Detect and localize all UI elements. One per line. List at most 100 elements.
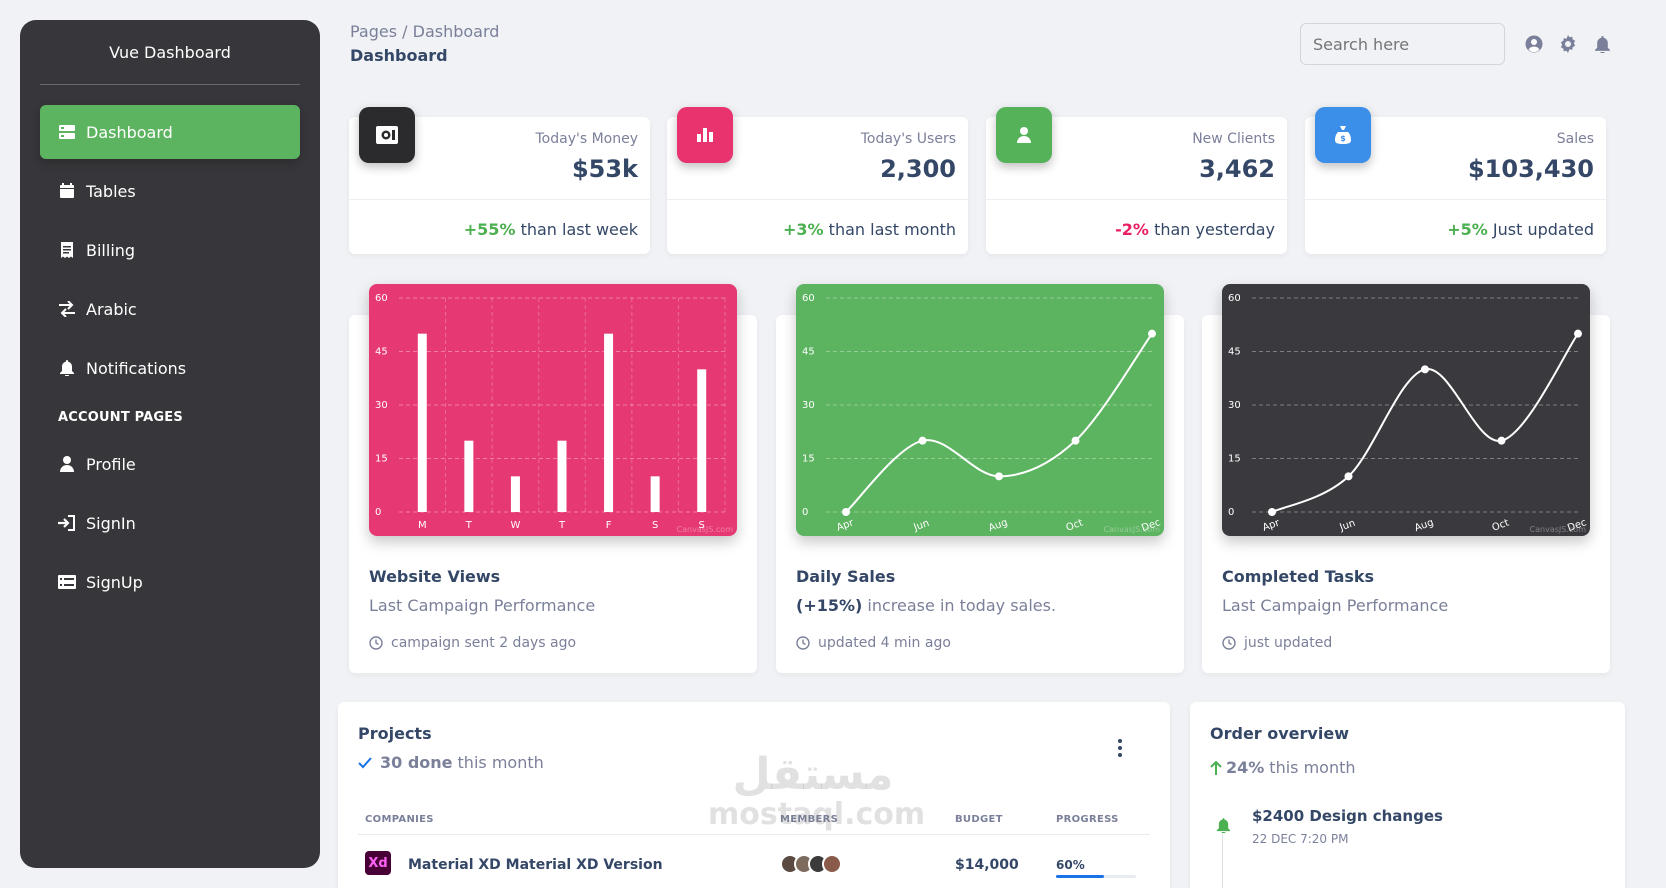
order-overview-subtitle: 24% this month (1210, 758, 1356, 777)
sidebar-item-label: Dashboard (86, 122, 173, 142)
notifications-bell-icon[interactable] (1592, 34, 1612, 54)
chart-footer-text: just updated (1244, 635, 1333, 651)
y-tick-label: 30 (802, 400, 815, 411)
x-tick-label: T (558, 520, 566, 531)
person-icon (1017, 127, 1031, 143)
sidebar: Vue Dashboard Dashboard Tables Billing A… (20, 20, 320, 868)
stat-value: $103,430 (1467, 155, 1594, 183)
bar (650, 476, 660, 512)
sidebar-item-label: Arabic (86, 299, 137, 319)
chart-subtitle-highlight: (+15%) (796, 596, 863, 615)
column-header: PROGRESS (1056, 814, 1119, 825)
chart-watermark: CanvasJS.com (1530, 525, 1587, 534)
chart-subtitle-text: Last Campaign Performance (369, 596, 596, 615)
completed-tasks-chart: 0 15 30 45 60 Apr Jun Aug Oct Dec CanvasJS.com (1222, 284, 1590, 536)
projects-card: Projects 30 done this month COMPANIES ME… (338, 702, 1170, 888)
stat-card-clients: New Clients 3,462 -2% than yesterday (986, 107, 1287, 254)
assignment-icon (58, 573, 76, 591)
stat-value: 3,462 (1199, 155, 1275, 183)
chart-subtitle-text: Last Campaign Performance (1222, 596, 1449, 615)
website-views-chart: 0 15 30 45 60 M T W T F S S CanvasJS.com (369, 284, 737, 536)
stat-change: +5% (1447, 220, 1488, 239)
stat-value: 2,300 (880, 155, 956, 183)
chart-background (369, 284, 737, 536)
stat-icon-box (677, 107, 733, 163)
chart-background (1222, 284, 1590, 536)
svg-text:$: $ (1340, 134, 1346, 143)
stat-note: than last week (520, 220, 638, 239)
sidebar-item-dashboard[interactable]: Dashboard (40, 105, 300, 159)
sidebar-item-profile[interactable]: Profile (40, 437, 300, 491)
stat-divider (349, 199, 650, 200)
bar (464, 440, 474, 512)
stat-note: than yesterday (1154, 220, 1275, 239)
daily-sales-chart: 0 15 30 45 60 Apr Jun Aug Oct Dec CanvasJS.com (796, 284, 1164, 536)
column-header: MEMBERS (780, 814, 839, 825)
sidebar-item-notifications[interactable]: Notifications (40, 341, 300, 395)
arrow-up-icon (1210, 760, 1222, 775)
chart-subtitle: Last Campaign Performance (1222, 596, 1448, 615)
bar (557, 440, 567, 512)
company-name[interactable]: Material XD Material XD Version (408, 857, 663, 873)
sidebar-item-signin[interactable]: SignIn (40, 496, 300, 550)
breadcrumb[interactable]: Pages / Dashboard (350, 22, 500, 41)
chart-subtitle: (+15%) increase in today sales. (796, 596, 1056, 615)
order-note: this month (1269, 758, 1356, 777)
stat-card-sales: $ Sales $103,430 +5% Just updated (1305, 107, 1606, 254)
sidebar-item-label: Profile (86, 454, 136, 474)
order-change: 24% (1226, 758, 1265, 777)
column-header: BUDGET (955, 814, 1003, 825)
stat-change: +55% (463, 220, 516, 239)
progress-fill (1056, 875, 1104, 878)
x-tick-label: M (418, 520, 427, 531)
chart-footer: updated 4 min ago (796, 635, 951, 651)
account-circle-icon[interactable] (1524, 34, 1544, 54)
sidebar-item-label: Notifications (86, 358, 187, 378)
projects-subtitle: 30 done this month (358, 753, 544, 772)
stat-footer: +3% than last month (783, 220, 956, 239)
stat-footer: +5% Just updated (1447, 220, 1594, 239)
timeline-line (1222, 826, 1223, 888)
chart-footer-text: campaign sent 2 days ago (391, 635, 577, 651)
search-input[interactable] (1300, 23, 1505, 65)
sidebar-item-billing[interactable]: Billing (40, 223, 300, 277)
sidebar-item-tables[interactable]: Tables (40, 164, 300, 218)
stat-card-money: Today's Money $53k +55% than last week (349, 107, 650, 254)
stat-footer: -2% than yesterday (1115, 220, 1275, 239)
chart-title: Daily Sales (796, 567, 896, 586)
y-tick-label: 45 (375, 347, 388, 358)
clock-icon (796, 636, 810, 650)
y-tick-label: 60 (375, 293, 388, 304)
more-vert-icon[interactable] (1110, 736, 1130, 760)
bar (510, 476, 520, 512)
stat-label: New Clients (1192, 131, 1275, 147)
stat-change: +3% (783, 220, 824, 239)
clock-icon (369, 636, 383, 650)
stat-note: Just updated (1492, 220, 1594, 239)
table-icon (58, 182, 76, 200)
stat-divider (667, 199, 968, 200)
x-tick-label: W (510, 520, 520, 531)
avatar[interactable] (822, 854, 842, 874)
sidebar-item-signup[interactable]: SignUp (40, 555, 300, 609)
data-point (1071, 436, 1080, 445)
brand-title[interactable]: Vue Dashboard (109, 43, 231, 62)
leaderboard-icon (697, 128, 713, 142)
projects-done-count: 30 done (380, 753, 453, 772)
x-tick-label: T (465, 520, 473, 531)
data-point (1268, 508, 1276, 516)
x-tick-label: Jun (1337, 518, 1356, 534)
stat-divider (986, 199, 1287, 200)
data-point (842, 508, 850, 516)
order-overview-title: Order overview (1210, 724, 1349, 743)
stat-value: $53k (571, 155, 638, 183)
gear-icon[interactable] (1558, 34, 1578, 54)
receipt-icon (58, 241, 76, 259)
column-header: COMPANIES (365, 814, 434, 825)
sidebar-item-arabic[interactable]: Arabic (40, 282, 300, 336)
x-tick-label: S (652, 520, 658, 531)
timeline-bell-icon (1214, 816, 1232, 834)
